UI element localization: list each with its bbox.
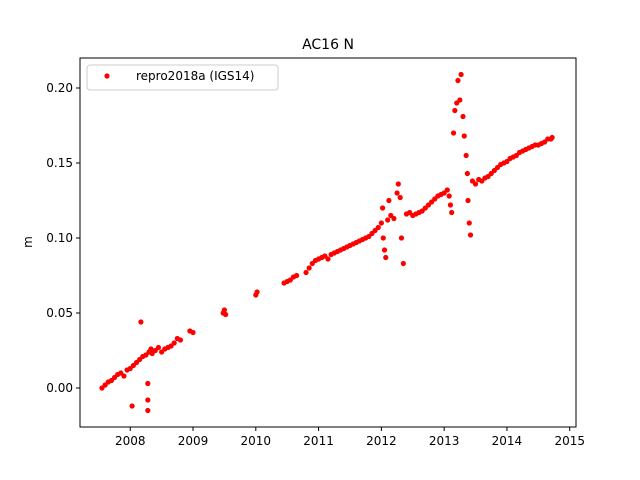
data-point xyxy=(138,319,144,325)
y-tick-label: 0.20 xyxy=(46,81,73,95)
data-point xyxy=(472,181,479,187)
data-point xyxy=(303,269,309,276)
chart-title: AC16 N xyxy=(302,37,354,53)
data-point xyxy=(467,232,474,238)
x-tick-label: 2011 xyxy=(303,434,334,448)
plot-area xyxy=(79,57,577,428)
data-point xyxy=(145,397,151,403)
x-tick-label: 2008 xyxy=(115,434,146,448)
data-point xyxy=(383,254,389,261)
y-tick-label: 0.15 xyxy=(46,156,73,170)
data-point xyxy=(121,373,127,379)
data-point xyxy=(397,194,403,201)
data-point xyxy=(466,220,472,226)
y-tick-label: 0.05 xyxy=(46,306,73,320)
data-point xyxy=(450,130,457,136)
legend-label: repro2018a (IGS14) xyxy=(136,69,254,83)
data-point xyxy=(391,215,397,222)
data-point xyxy=(449,209,455,216)
data-point xyxy=(381,247,388,253)
x-tick-label: 2012 xyxy=(366,434,397,448)
data-point xyxy=(447,202,454,208)
data-point xyxy=(464,170,470,177)
data-point xyxy=(148,346,154,352)
data-point xyxy=(461,133,467,139)
data-point xyxy=(446,193,452,199)
data-point xyxy=(398,235,405,241)
x-tick-label: 2014 xyxy=(492,434,523,448)
x-tick-label: 2009 xyxy=(178,434,209,448)
data-point xyxy=(221,307,228,313)
data-point xyxy=(190,329,196,336)
data-point xyxy=(400,260,406,267)
data-point xyxy=(177,337,184,343)
x-tick-label: 2013 xyxy=(429,434,460,448)
data-point xyxy=(549,134,555,141)
data-point xyxy=(380,235,386,241)
data-point xyxy=(254,289,260,295)
data-point xyxy=(385,217,391,223)
x-tick-label: 2010 xyxy=(241,434,272,448)
data-point xyxy=(457,97,463,103)
data-point xyxy=(460,113,466,120)
data-point xyxy=(380,205,386,211)
data-point xyxy=(294,272,300,279)
y-axis: 0.00 0.05 0.10 0.15 0.20 xyxy=(46,81,80,395)
x-tick-label: 2015 xyxy=(554,434,585,448)
data-point xyxy=(395,181,401,187)
y-tick-label: 0.10 xyxy=(46,231,73,245)
data-point xyxy=(145,380,151,387)
legend: repro2018a (IGS14) xyxy=(86,64,279,91)
data-point xyxy=(458,71,464,78)
data-point xyxy=(129,403,135,409)
data-point xyxy=(444,187,450,193)
data-point xyxy=(452,107,458,114)
data-point xyxy=(394,190,400,196)
data-point xyxy=(465,197,471,204)
data-point xyxy=(325,256,331,262)
data-point xyxy=(463,152,469,159)
data-point xyxy=(375,224,381,231)
data-point xyxy=(386,197,392,204)
legend-box xyxy=(86,64,279,91)
data-point xyxy=(171,340,177,346)
data-point xyxy=(455,77,461,84)
y-axis-label: m xyxy=(21,236,35,248)
data-point xyxy=(223,311,229,318)
data-point xyxy=(145,407,151,414)
data-points xyxy=(99,71,555,414)
legend-marker xyxy=(104,73,110,79)
x-axis: 2008 2009 2010 2011 2012 2013 2014 2015 xyxy=(115,427,585,448)
data-point xyxy=(306,265,312,271)
data-point xyxy=(378,220,384,226)
y-tick-label: 0.00 xyxy=(46,381,73,395)
data-point xyxy=(155,344,162,351)
